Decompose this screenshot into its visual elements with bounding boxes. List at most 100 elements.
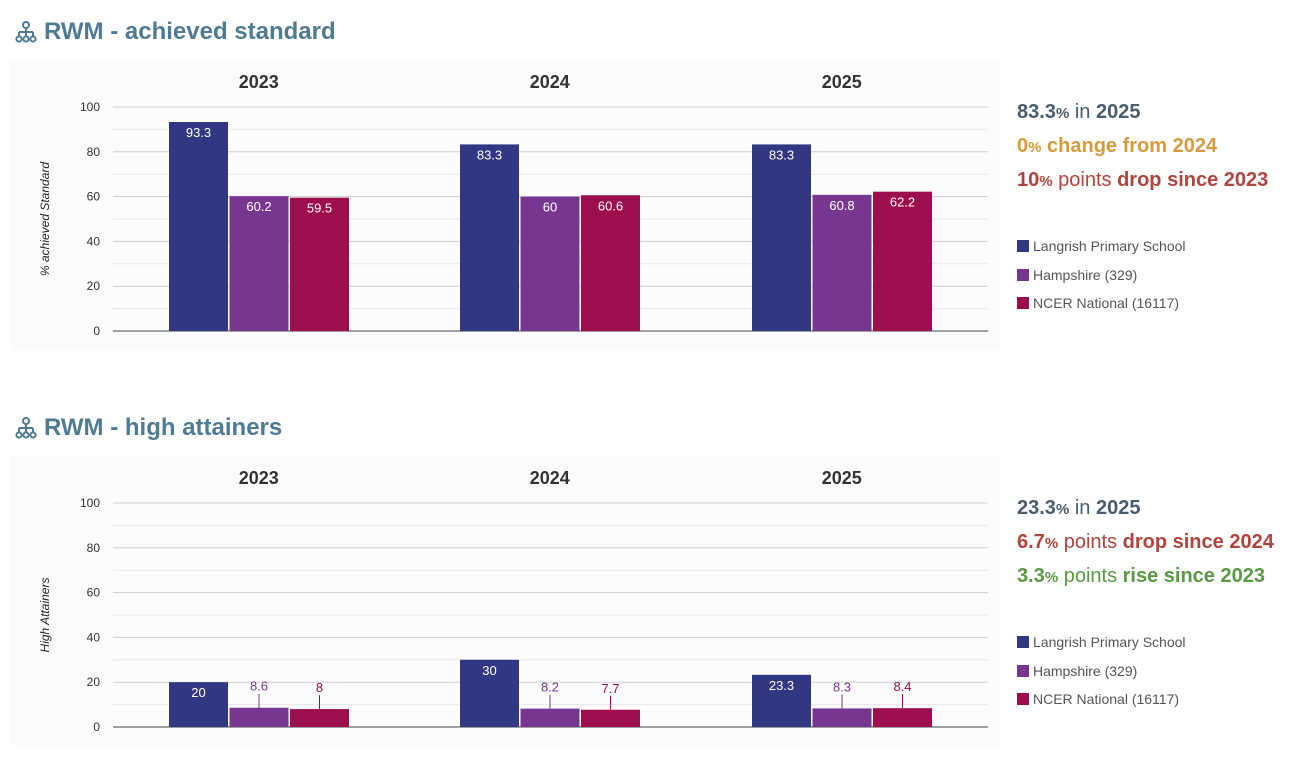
legend-label: Hampshire (329) [1033, 266, 1138, 283]
legend-item[interactable]: Hampshire (329) [1017, 261, 1186, 290]
summary-text: 0 [1017, 135, 1029, 157]
summary-text: in [1069, 497, 1096, 519]
summary-text: % [1044, 535, 1059, 552]
data-label: 7.7 [601, 681, 619, 696]
legend-item[interactable]: NCER National (16117) [1017, 685, 1186, 714]
chart-section-achieved-standard: RWM - achieved standard 0 20 40 60 80 100% ac… [0, 0, 1296, 380]
y-tick-label: 40 [87, 630, 101, 644]
summary-text: points [1058, 531, 1123, 553]
data-label: 60.8 [829, 198, 854, 213]
bar [460, 659, 519, 727]
summary-line: 3.3% points rise since 2023 [1017, 560, 1292, 594]
bar [460, 144, 519, 331]
summary-text: 2025 [1095, 497, 1141, 519]
y-tick-label: 80 [87, 145, 101, 159]
summary-text: % [1039, 173, 1053, 190]
summary-text: in [1069, 101, 1096, 123]
category-label: 2025 [822, 468, 862, 488]
bar [229, 196, 289, 331]
y-axis-title: High Attainers [38, 578, 52, 653]
data-label: 23.3 [769, 678, 794, 693]
summary-text: 3.3 [1017, 565, 1045, 587]
legend-item[interactable]: Langrish Primary School [1017, 628, 1186, 657]
bar [229, 707, 289, 727]
legend-label: Langrish Primary School [1033, 238, 1186, 255]
category-label: 2023 [239, 72, 279, 92]
summary-text: % [1044, 569, 1059, 586]
summary-text: % [1055, 501, 1070, 518]
legend-swatch [1017, 636, 1029, 649]
summary-text: drop since 2024 [1122, 531, 1274, 553]
legend-label: NCER National (16117) [1033, 691, 1180, 708]
bar [812, 708, 872, 727]
category-label: 2024 [530, 468, 570, 488]
data-label: 8.2 [541, 680, 559, 695]
summary-text: 83.3 [1017, 101, 1056, 123]
bar [581, 709, 640, 727]
hierarchy-icon [15, 21, 37, 43]
summary-line: 0% change from 2024 [1017, 130, 1292, 164]
summary-text: points [1058, 565, 1123, 587]
data-label: 62.2 [890, 195, 915, 210]
legend-swatch [1017, 240, 1029, 253]
chart-legend: Langrish Primary School Hampshire (329) NC… [1017, 628, 1186, 714]
summary-panel: 23.3% in 2025 6.7% points drop since 2024… [1017, 492, 1292, 594]
bar [873, 708, 932, 727]
section-title-text: RWM - achieved standard [44, 18, 336, 45]
y-axis-title: % achieved Standard [38, 162, 52, 276]
data-label: 8.3 [833, 679, 851, 694]
data-label: 83.3 [769, 147, 794, 162]
bar [290, 709, 349, 727]
bar [752, 144, 811, 331]
legend-swatch [1017, 297, 1029, 310]
category-label: 2023 [239, 468, 279, 488]
bar [520, 196, 580, 331]
data-label: 60 [543, 200, 557, 215]
summary-line: 6.7% points drop since 2024 [1017, 526, 1292, 560]
y-tick-label: 0 [93, 720, 100, 734]
chart-legend: Langrish Primary School Hampshire (329) NC… [1017, 232, 1186, 318]
legend-item[interactable]: NCER National (16117) [1017, 289, 1186, 318]
data-label: 8.6 [250, 679, 268, 694]
data-label: 59.5 [307, 201, 332, 216]
legend-label: Hampshire (329) [1033, 662, 1138, 679]
legend-item[interactable]: Hampshire (329) [1017, 657, 1186, 686]
data-label: 20 [191, 685, 205, 700]
chart-section-high-attainers: RWM - high attainers 0 20 40 60 80 100 High At… [0, 396, 1296, 776]
bar [520, 708, 580, 727]
bar [581, 195, 640, 331]
y-tick-label: 100 [80, 496, 100, 510]
legend-label: NCER National (16117) [1033, 295, 1180, 312]
legend-label: Langrish Primary School [1033, 634, 1186, 651]
bar [290, 197, 349, 331]
y-tick-label: 80 [87, 541, 101, 555]
y-tick-label: 40 [87, 234, 101, 248]
data-label: 60.6 [598, 198, 623, 213]
section-title: RWM - high attainers [14, 412, 282, 444]
summary-text: rise since 2023 [1122, 565, 1265, 587]
data-label: 30 [482, 663, 496, 678]
summary-text: 23.3 [1017, 497, 1056, 519]
hierarchy-icon [15, 417, 37, 439]
bar [169, 682, 228, 727]
y-tick-label: 60 [87, 190, 101, 204]
summary-text: 2025 [1095, 101, 1141, 123]
summary-text: 6.7 [1017, 531, 1045, 553]
data-label: 60.2 [246, 199, 271, 214]
legend-swatch [1017, 664, 1029, 677]
summary-line: 83.3% in 2025 [1017, 96, 1292, 130]
section-title: RWM - achieved standard [14, 16, 336, 48]
summary-line: 23.3% in 2025 [1017, 492, 1292, 526]
y-tick-label: 100 [80, 100, 100, 114]
data-label: 93.3 [186, 125, 211, 140]
bar [873, 191, 932, 331]
section-title-text: RWM - high attainers [44, 414, 283, 441]
category-label: 2024 [530, 72, 570, 92]
legend-item[interactable]: Langrish Primary School [1017, 232, 1186, 261]
summary-text: change from 2024 [1041, 135, 1218, 157]
y-tick-label: 60 [87, 586, 101, 600]
category-label: 2025 [822, 72, 862, 92]
data-label: 8 [316, 680, 323, 695]
data-label: 8.4 [893, 679, 911, 694]
bar-chart: 0 20 40 60 80 100 High Attainers 2023 20 8.6 8 2024… [38, 468, 988, 734]
